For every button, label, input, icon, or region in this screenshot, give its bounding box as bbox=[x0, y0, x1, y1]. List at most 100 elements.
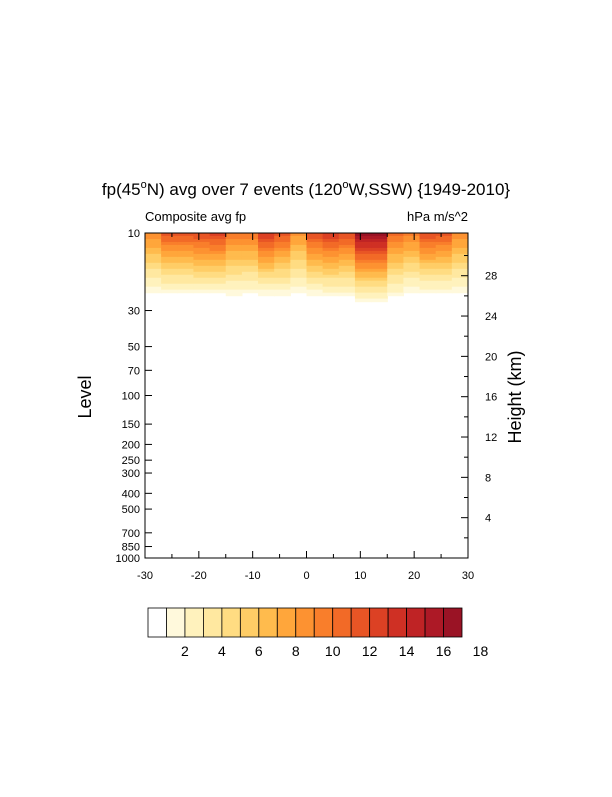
contour-cell bbox=[419, 277, 437, 282]
contour-cell bbox=[403, 277, 421, 282]
contour-cell bbox=[419, 283, 437, 288]
contour-cell bbox=[290, 277, 308, 282]
contour-cell bbox=[354, 271, 372, 276]
contour-cell bbox=[225, 289, 243, 294]
contour-cell bbox=[193, 244, 211, 249]
contour-cell bbox=[354, 250, 372, 255]
contour-cell bbox=[258, 274, 275, 279]
contour-cell bbox=[274, 271, 291, 276]
contour-cell bbox=[258, 235, 275, 240]
contour-cell bbox=[387, 244, 404, 249]
contour-cell bbox=[145, 247, 162, 252]
contour-cell bbox=[435, 247, 453, 252]
contour-cell bbox=[419, 250, 437, 255]
contour-cell bbox=[354, 292, 372, 297]
contour-cell bbox=[225, 256, 243, 261]
contour-cell bbox=[435, 235, 453, 240]
contour-cell bbox=[322, 233, 340, 237]
contour-cell bbox=[322, 286, 340, 291]
contour-cell bbox=[451, 253, 468, 258]
contour-cell bbox=[209, 244, 227, 249]
contour-cell bbox=[322, 247, 340, 252]
contour-cell bbox=[193, 262, 211, 267]
contour-cell bbox=[338, 256, 356, 261]
contour-cell bbox=[161, 253, 178, 258]
contour-cell bbox=[274, 256, 291, 261]
contour-cell bbox=[435, 238, 453, 243]
contour-cell bbox=[419, 253, 437, 258]
contour-cell bbox=[387, 283, 404, 288]
contour-cell bbox=[306, 262, 324, 267]
contour-cell bbox=[419, 235, 437, 240]
contour-cell bbox=[145, 241, 162, 246]
contour-cell bbox=[193, 247, 211, 252]
contour-cell bbox=[290, 274, 308, 279]
contour-cell bbox=[435, 262, 453, 267]
contour-cell bbox=[306, 241, 324, 246]
contour-cell bbox=[193, 241, 211, 246]
contour-cell bbox=[322, 244, 340, 249]
contour-cell bbox=[290, 289, 308, 294]
contour-cell bbox=[290, 280, 308, 285]
chart-title: fp(45oN) avg over 7 events (120oW,SSW) {… bbox=[102, 179, 511, 199]
contour-cell bbox=[161, 233, 178, 237]
contour-cell bbox=[145, 235, 162, 240]
contour-cell bbox=[387, 253, 404, 258]
contour-cell bbox=[322, 235, 340, 240]
x-tick-label: -30 bbox=[137, 570, 153, 582]
y-right-tick-label: 28 bbox=[485, 271, 497, 283]
colorbar-box bbox=[313, 607, 334, 638]
contour-cell bbox=[241, 233, 259, 237]
contour-cell bbox=[290, 271, 308, 276]
contour-cell bbox=[274, 250, 291, 255]
contour-cell bbox=[451, 259, 468, 264]
contour-cell bbox=[258, 283, 275, 288]
contour-cell bbox=[209, 286, 227, 291]
contour-cell bbox=[387, 292, 404, 297]
contour-cell bbox=[322, 289, 340, 294]
contour-cell bbox=[435, 289, 453, 294]
colorbar-label: 6 bbox=[255, 643, 263, 659]
contour-cell bbox=[451, 238, 468, 243]
contour-cell bbox=[403, 244, 421, 249]
contour-cell bbox=[209, 238, 227, 243]
contour-cell bbox=[338, 274, 356, 279]
colorbar-box bbox=[424, 607, 444, 638]
contour-cell bbox=[177, 250, 195, 255]
contour-cell bbox=[338, 253, 356, 258]
contour-cell bbox=[354, 277, 372, 282]
colorbar-box bbox=[387, 607, 407, 638]
contour-cell bbox=[193, 289, 211, 294]
contour-cell bbox=[419, 274, 437, 279]
contour-cell bbox=[435, 250, 453, 255]
contour-cell bbox=[451, 256, 468, 261]
contour-cell bbox=[338, 262, 356, 267]
contour-cell bbox=[258, 253, 275, 258]
contour-cell bbox=[177, 286, 195, 291]
contour-cell bbox=[241, 289, 259, 294]
contour-cell bbox=[322, 262, 340, 267]
contour-cell bbox=[435, 265, 453, 270]
colorbar: 2 4 6 8 10 12 14 16 18 bbox=[147, 607, 488, 659]
contour-cell bbox=[225, 274, 243, 279]
contour-cell bbox=[193, 268, 211, 273]
contour-cell bbox=[354, 262, 372, 267]
contour-cell bbox=[403, 250, 421, 255]
contour-cell bbox=[145, 244, 162, 249]
x-tick-label: 10 bbox=[354, 570, 366, 582]
contour-cell bbox=[371, 271, 388, 276]
contour-cell bbox=[225, 262, 243, 267]
contour-cell bbox=[241, 235, 259, 240]
y-tick-label: 30 bbox=[128, 306, 140, 318]
colorbar-box bbox=[369, 607, 389, 638]
contour-cell bbox=[161, 247, 178, 252]
y-right-tick-label: 8 bbox=[485, 472, 491, 484]
contour-cell bbox=[387, 247, 404, 252]
contour-cell bbox=[306, 233, 324, 237]
contour-cell bbox=[193, 250, 211, 255]
contour-cell bbox=[338, 268, 356, 273]
contour-cell bbox=[258, 247, 275, 252]
contour-cell bbox=[371, 241, 388, 246]
contour-cell bbox=[338, 233, 356, 237]
contour-cell bbox=[435, 277, 453, 282]
